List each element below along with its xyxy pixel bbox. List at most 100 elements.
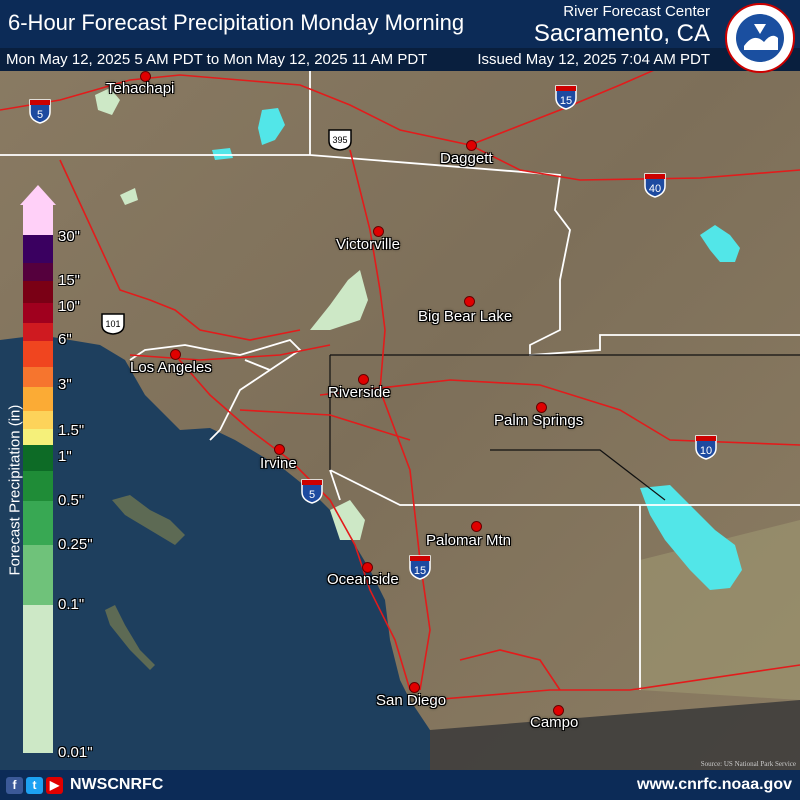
lake	[258, 108, 285, 145]
social-handle[interactable]: NWSCNRFC	[70, 776, 164, 793]
city-label-big-bear-lake: Big Bear Lake	[418, 308, 513, 325]
interstate-shield-icon: 40	[644, 173, 666, 198]
legend-swatch	[23, 411, 53, 429]
footer-bar: f t ▶ NWSCNRFC www.cnrfc.noaa.gov	[0, 770, 800, 800]
city-marker	[274, 444, 285, 455]
twitter-icon[interactable]: t	[26, 776, 43, 794]
social-links: f t ▶ NWSCNRFC	[6, 776, 163, 794]
interstate-shield-icon: 5	[301, 479, 323, 504]
source-note: Source: US National Park Service	[700, 760, 796, 768]
legend-swatch	[23, 387, 53, 411]
legend-swatch	[23, 323, 53, 341]
legend-swatch	[23, 545, 53, 605]
city-label-irvine: Irvine	[260, 455, 297, 472]
issued-time: Issued May 12, 2025 7:04 AM PDT	[477, 51, 710, 68]
city-label-tehachapi: Tehachapi	[106, 80, 175, 97]
city-label-victorville: Victorville	[336, 236, 400, 253]
legend-tick: 6"	[58, 331, 72, 348]
city-marker	[471, 521, 482, 532]
interstate-shield-icon: 10	[695, 435, 717, 460]
lake	[212, 148, 233, 160]
legend-swatch	[23, 605, 53, 753]
legend-swatch	[23, 205, 53, 235]
interstate-shield-icon: 5	[29, 99, 51, 124]
city-marker	[140, 71, 151, 82]
us-route-shield-icon: 101	[101, 313, 125, 335]
nws-logo-icon[interactable]	[724, 2, 796, 74]
valid-period: Mon May 12, 2025 5 AM PDT to Mon May 12,…	[6, 51, 428, 68]
legend-swatch	[23, 303, 53, 323]
legend-tick: 0.01"	[58, 744, 93, 761]
legend-swatch	[23, 281, 53, 303]
shield-number: 5	[309, 489, 315, 501]
city-label-campo: Campo	[530, 714, 579, 731]
legend-swatch	[23, 263, 53, 281]
youtube-icon[interactable]: ▶	[46, 776, 63, 794]
shield-number: 5	[37, 109, 43, 121]
salton-sea	[640, 485, 742, 590]
shield-number: 40	[649, 183, 661, 195]
shield-number: 10	[700, 445, 712, 457]
city-label-san-diego: San Diego	[376, 692, 447, 709]
interstate-shield-icon: 15	[555, 85, 577, 110]
us-route-shield-icon: 395	[328, 129, 352, 151]
legend-tick: 3"	[58, 376, 72, 393]
legend-tick: 1"	[58, 448, 72, 465]
legend-swatch	[23, 235, 53, 263]
city-marker	[409, 682, 420, 693]
center-label: River Forecast Center	[563, 3, 710, 20]
city-label-riverside: Riverside	[328, 384, 391, 401]
imperial-valley	[640, 520, 800, 700]
map-title: 6-Hour Forecast Precipitation Monday Mor…	[8, 10, 465, 35]
city-marker	[536, 402, 547, 413]
interstate-shield-icon: 15	[409, 555, 431, 580]
shield-number: 15	[414, 565, 426, 577]
mexico-area	[430, 700, 800, 770]
city-label-oceanside: Oceanside	[327, 571, 399, 588]
website-link[interactable]: www.cnrfc.noaa.gov	[637, 776, 792, 793]
ocean-area	[0, 335, 430, 800]
highway-lines	[0, 49, 800, 701]
header-bar: 6-Hour Forecast Precipitation Monday Mor…	[0, 0, 800, 48]
city-marker	[358, 374, 369, 385]
legend-swatch	[23, 501, 53, 545]
city-label-palomar-mtn: Palomar Mtn	[426, 532, 512, 549]
legend-title: Forecast Precipitation (in)	[6, 404, 24, 576]
city-marker	[553, 705, 564, 716]
legend-tick: 10"	[58, 298, 81, 315]
legend-tick: 15"	[58, 272, 81, 289]
city-label-palm-springs: Palm Springs	[494, 412, 584, 429]
legend-swatch	[23, 367, 53, 387]
shield-number: 395	[332, 135, 347, 145]
legend-swatch	[23, 445, 53, 471]
lake	[700, 225, 740, 262]
precip-patch	[120, 188, 138, 205]
shield-number: 101	[105, 319, 120, 329]
city-marker	[464, 296, 475, 307]
legend-tick: 0.1"	[58, 596, 85, 613]
legend-swatch	[23, 471, 53, 501]
city-marker	[466, 140, 477, 151]
precip-patch	[310, 270, 368, 330]
legend-tick: 1.5"	[58, 422, 85, 439]
legend-arrow	[20, 185, 56, 205]
legend-tick: 0.5"	[58, 492, 85, 509]
island	[112, 495, 185, 545]
valid-period-bar: Mon May 12, 2025 5 AM PDT to Mon May 12,…	[0, 48, 800, 71]
county-border	[0, 60, 800, 690]
island	[105, 605, 155, 670]
precip-patch	[330, 500, 365, 540]
city-label-los-angeles: Los Angeles	[130, 359, 212, 376]
city-marker	[362, 562, 373, 573]
county-border-dark	[329, 354, 800, 501]
legend-swatch	[23, 341, 53, 367]
city-marker	[170, 349, 181, 360]
city-label-daggett: Daggett	[440, 150, 493, 167]
legend-swatch	[23, 429, 53, 445]
legend-colorbar	[20, 185, 56, 753]
facebook-icon[interactable]: f	[6, 776, 23, 794]
shield-number: 15	[560, 95, 572, 107]
precip-patch	[95, 88, 120, 115]
center-name: Sacramento, CA	[533, 20, 710, 47]
